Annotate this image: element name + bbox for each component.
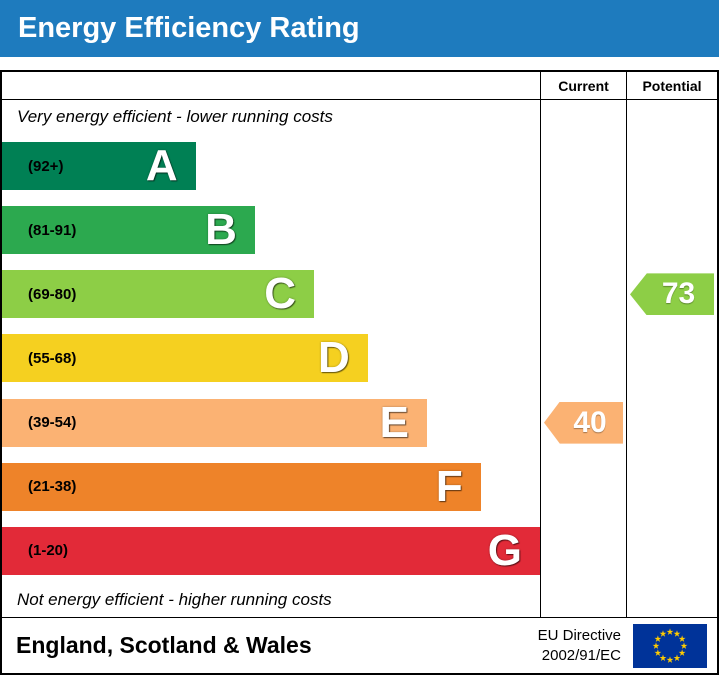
band-g-range: (1-20) bbox=[28, 542, 69, 560]
band-row-c: (69-80) C bbox=[2, 262, 540, 326]
band-a-range: (92+) bbox=[28, 157, 64, 175]
band-row-e: (39-54) E bbox=[2, 391, 540, 455]
band-rows: (92+) A (81-91) B (69-80) C bbox=[2, 134, 540, 583]
title-gap bbox=[0, 57, 719, 70]
chart-grid: Current Potential Very energy efficient … bbox=[2, 72, 717, 618]
band-f-letter: F bbox=[435, 461, 463, 511]
band-a-bar: (92+) A bbox=[2, 141, 196, 191]
band-row-b: (81-91) B bbox=[2, 198, 540, 262]
band-g-letter: G bbox=[487, 525, 522, 575]
band-b-letter: B bbox=[205, 205, 237, 255]
band-d-bar: (55-68) D bbox=[2, 333, 368, 383]
bottom-note: Not energy efficient - higher running co… bbox=[17, 590, 332, 609]
band-e-range: (39-54) bbox=[28, 414, 77, 432]
band-row-a: (92+) A bbox=[2, 134, 540, 198]
band-d-letter: D bbox=[318, 333, 350, 383]
eu-directive-line1: EU Directive bbox=[537, 627, 621, 644]
current-column: 40 bbox=[540, 100, 626, 617]
eu-directive-line2: 2002/91/EC bbox=[541, 646, 621, 664]
band-d-range: (55-68) bbox=[28, 349, 77, 367]
band-f-range: (21-38) bbox=[28, 478, 77, 496]
region-label: England, Scotland & Wales bbox=[16, 632, 312, 658]
band-c-bar: (69-80) C bbox=[2, 269, 315, 319]
footer: England, Scotland & Wales EU Directive 2… bbox=[2, 618, 717, 673]
band-b-bar: (81-91) B bbox=[2, 205, 255, 255]
chart-box: Current Potential Very energy efficient … bbox=[0, 70, 719, 675]
band-e-letter: E bbox=[379, 397, 410, 447]
eu-flag bbox=[633, 623, 707, 668]
current-rating-arrow: 40 bbox=[544, 401, 623, 444]
band-a-letter: A bbox=[145, 141, 178, 191]
band-row-d: (55-68) D bbox=[2, 326, 540, 390]
header-empty-cell bbox=[2, 72, 540, 100]
band-c-range: (69-80) bbox=[28, 285, 77, 303]
eu-directive-label: EU Directive 2002/91/EC bbox=[538, 626, 621, 665]
band-row-f: (21-38) F bbox=[2, 455, 540, 519]
potential-rating-arrow: 73 bbox=[630, 273, 714, 316]
potential-column-header: Potential bbox=[626, 72, 717, 100]
current-column-header: Current bbox=[540, 72, 626, 100]
band-f-bar: (21-38) F bbox=[2, 461, 481, 511]
band-row-g: (1-20) G bbox=[2, 519, 540, 583]
page-title: Energy Efficiency Rating bbox=[0, 0, 719, 57]
band-b-range: (81-91) bbox=[28, 221, 77, 239]
potential-column: 73 bbox=[626, 100, 717, 617]
band-e-bar: (39-54) E bbox=[2, 397, 428, 447]
top-note: Very energy efficient - lower running co… bbox=[17, 107, 333, 126]
band-g-bar: (1-20) G bbox=[2, 525, 540, 575]
band-c-letter: C bbox=[264, 269, 297, 319]
bands-column: Very energy efficient - lower running co… bbox=[2, 100, 540, 617]
